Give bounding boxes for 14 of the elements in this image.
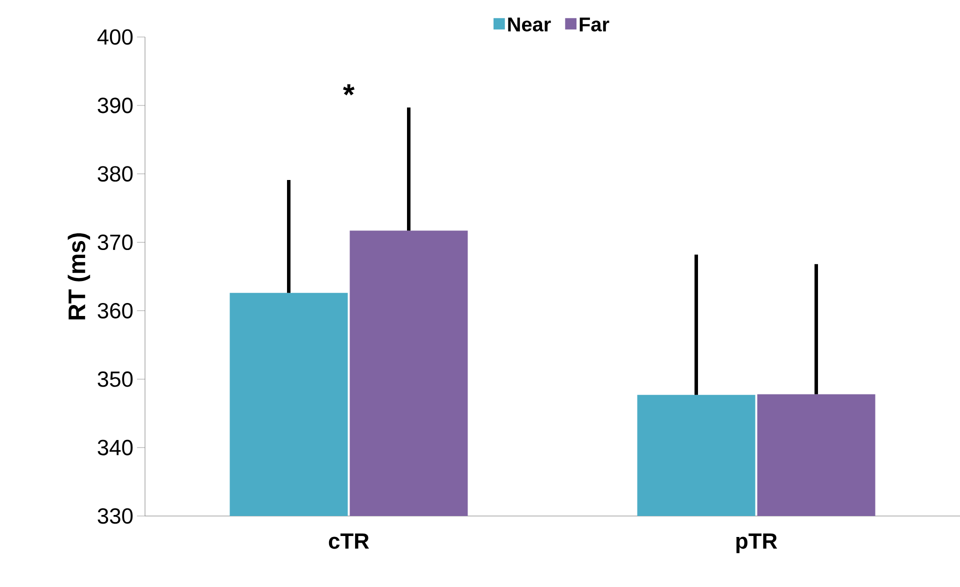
y-axis-title: RT (ms) (68, 233, 90, 320)
legend-label: Far (580, 18, 610, 32)
y-tick-label: 360 (98, 302, 133, 318)
annotation: * (343, 84, 355, 96)
y-tick-label: 400 (97, 29, 133, 45)
y-tick-label: 380 (98, 166, 133, 182)
x-tick-label: cTR (328, 534, 370, 549)
y-tick-label: 330 (98, 508, 133, 524)
y-tick-label: 340 (98, 440, 133, 456)
y-tick-label: 370 (98, 234, 133, 250)
y-tick-label: 390 (98, 98, 133, 114)
x-tick-label: pTR (736, 534, 778, 554)
y-tick-label: 350 (98, 371, 133, 387)
legend-label: Near (508, 18, 551, 32)
